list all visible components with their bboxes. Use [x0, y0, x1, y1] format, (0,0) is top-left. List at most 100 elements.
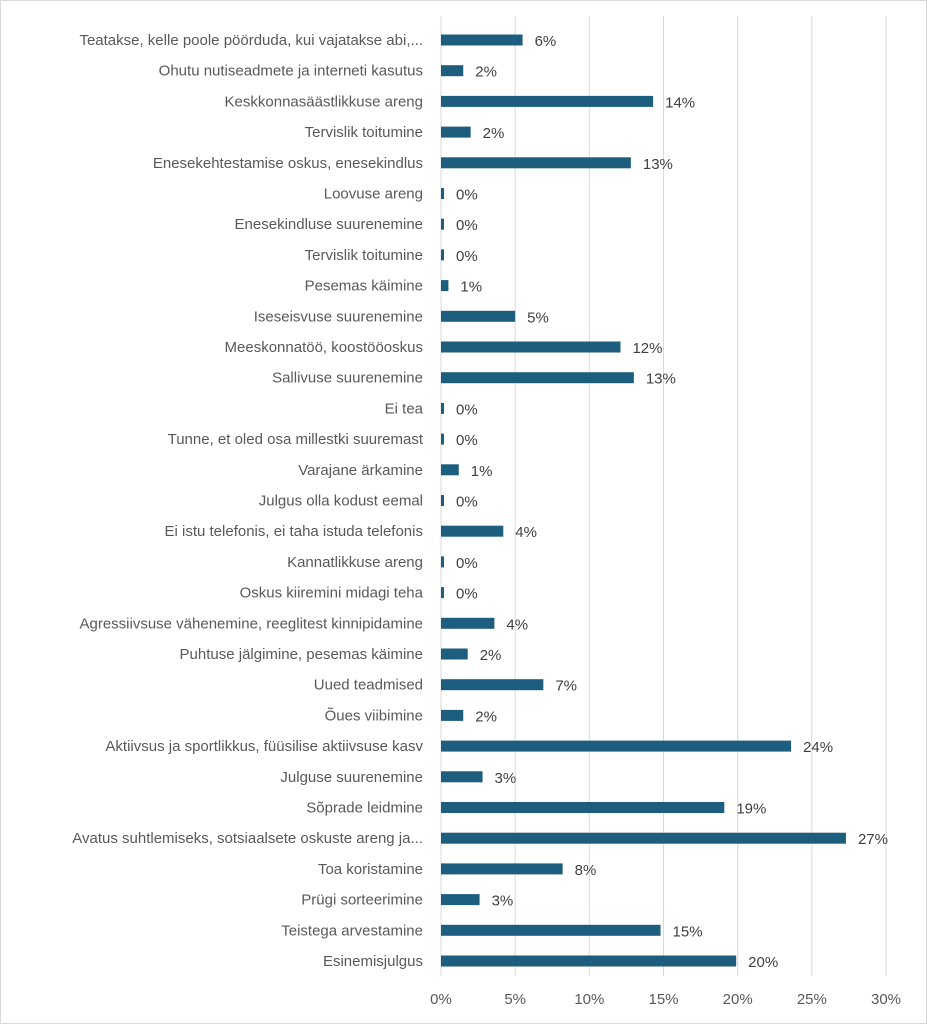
category-label: Puhtuse jälgimine, pesemas käimine: [180, 646, 423, 663]
bar: [441, 679, 544, 691]
data-label: 1%: [460, 279, 482, 296]
data-label: 3%: [495, 770, 517, 787]
category-label: Avatus suhtlemiseks, sotsiaalsete oskust…: [72, 830, 423, 847]
data-label: 14%: [665, 94, 695, 111]
bar: [441, 863, 563, 875]
bar: [441, 95, 654, 107]
data-label: 27%: [858, 831, 888, 848]
bar: [441, 402, 444, 414]
data-label: 2%: [483, 125, 505, 142]
category-label: Ei tea: [385, 400, 424, 417]
bars: [441, 34, 846, 967]
bar: [441, 341, 621, 353]
data-label: 20%: [748, 954, 778, 971]
data-label: 4%: [515, 524, 537, 541]
category-label: Aktiivsus ja sportlikkus, füüsilise akti…: [105, 738, 423, 755]
category-label: Õues viibimine: [325, 707, 423, 724]
category-label: Tervislik toitumine: [305, 124, 423, 141]
data-label: 3%: [492, 893, 514, 910]
category-label: Loovuse areng: [324, 186, 423, 203]
data-label: 0%: [456, 494, 478, 511]
bar: [441, 924, 661, 936]
category-label: Keskkonnasäästlikkuse areng: [225, 93, 423, 110]
category-label: Ohutu nutiseadmete ja interneti kasutus: [159, 63, 423, 80]
x-tick-label: 30%: [871, 991, 901, 1008]
category-label: Esinemisjulgus: [323, 953, 423, 970]
category-label: Sõprade leidmine: [306, 800, 423, 817]
bar: [441, 249, 444, 261]
x-axis-ticks: 0% 5% 10% 15% 20% 25% 30%: [430, 991, 901, 1008]
category-label: Tervislik toitumine: [305, 247, 423, 264]
data-label: 19%: [736, 801, 766, 818]
category-label: Julguse suurenemine: [280, 769, 423, 786]
data-label: 8%: [575, 862, 597, 879]
data-label: 0%: [456, 555, 478, 572]
bar: [441, 34, 523, 46]
category-label: Kannatlikkuse areng: [287, 554, 423, 571]
bar: [441, 740, 792, 752]
data-label: 13%: [646, 371, 676, 388]
bar: [441, 955, 737, 967]
category-label: Varajane ärkamine: [298, 462, 423, 479]
bar: [441, 709, 464, 721]
data-label: 0%: [456, 187, 478, 204]
data-label: 0%: [456, 401, 478, 418]
x-tick-label: 25%: [797, 991, 827, 1008]
category-label: Julgus olla kodust eemal: [259, 493, 423, 510]
data-label: 7%: [555, 678, 577, 695]
bar: [441, 802, 725, 813]
bar: [441, 617, 495, 629]
data-label: 0%: [456, 248, 478, 265]
data-label: 6%: [535, 33, 557, 50]
data-label: 0%: [456, 432, 478, 449]
bar: [441, 464, 459, 476]
data-label: 2%: [480, 647, 502, 664]
category-label: Uued teadmised: [314, 677, 423, 694]
bar: [441, 372, 634, 384]
bar: [441, 495, 444, 506]
data-label: 13%: [643, 156, 673, 173]
category-label: Iseseisvuse suurenemine: [254, 308, 423, 325]
category-label: Prügi sorteerimine: [301, 892, 423, 909]
data-label: 0%: [456, 217, 478, 234]
bar: [441, 157, 631, 169]
bar: [441, 65, 464, 77]
bar: [441, 280, 449, 292]
bar: [441, 648, 468, 660]
bar: [441, 188, 444, 199]
bar: [441, 310, 516, 322]
value-labels: 6% 2% 14% 2% 13% 0% 0% 0% 1% 5% 12% 13% 0% 0% 1% 0% 4% 0%…: [456, 33, 888, 971]
bar: [441, 218, 444, 230]
category-label: Teistega arvestamine: [281, 922, 423, 939]
category-labels: Teatakse, kelle poole pöörduda, kui vaja…: [72, 32, 424, 970]
category-label: Oskus kiiremini midagi teha: [240, 585, 424, 602]
bar: [441, 556, 444, 568]
data-label: 2%: [475, 708, 497, 725]
data-label: 5%: [527, 309, 549, 326]
category-label: Tunne, et oled osa millestki suuremast: [168, 431, 424, 448]
data-label: 4%: [506, 616, 528, 633]
category-label: Meeskonnatöö, koostööoskus: [225, 339, 423, 356]
data-label: 12%: [632, 340, 662, 357]
bar: [441, 525, 504, 537]
data-label: 15%: [673, 923, 703, 940]
category-label: Pesemas käimine: [305, 278, 423, 295]
bar: [441, 771, 483, 783]
x-tick-label: 15%: [648, 991, 678, 1008]
bar: [441, 894, 480, 906]
data-label: 1%: [471, 463, 493, 480]
category-label: Enesekindluse suurenemine: [235, 216, 423, 233]
x-tick-label: 5%: [504, 991, 526, 1008]
category-label: Ei istu telefonis, ei taha istuda telefo…: [165, 523, 424, 540]
x-tick-label: 20%: [723, 991, 753, 1008]
data-label: 24%: [803, 739, 833, 756]
category-label: Enesekehtestamise oskus, enesekindlus: [153, 155, 423, 172]
category-label: Sallivuse suurenemine: [272, 370, 423, 387]
data-label: 0%: [456, 586, 478, 603]
gridlines: [514, 16, 887, 976]
x-tick-label: 10%: [574, 991, 604, 1008]
bar: [441, 433, 444, 445]
category-label: Toa koristamine: [318, 861, 423, 878]
